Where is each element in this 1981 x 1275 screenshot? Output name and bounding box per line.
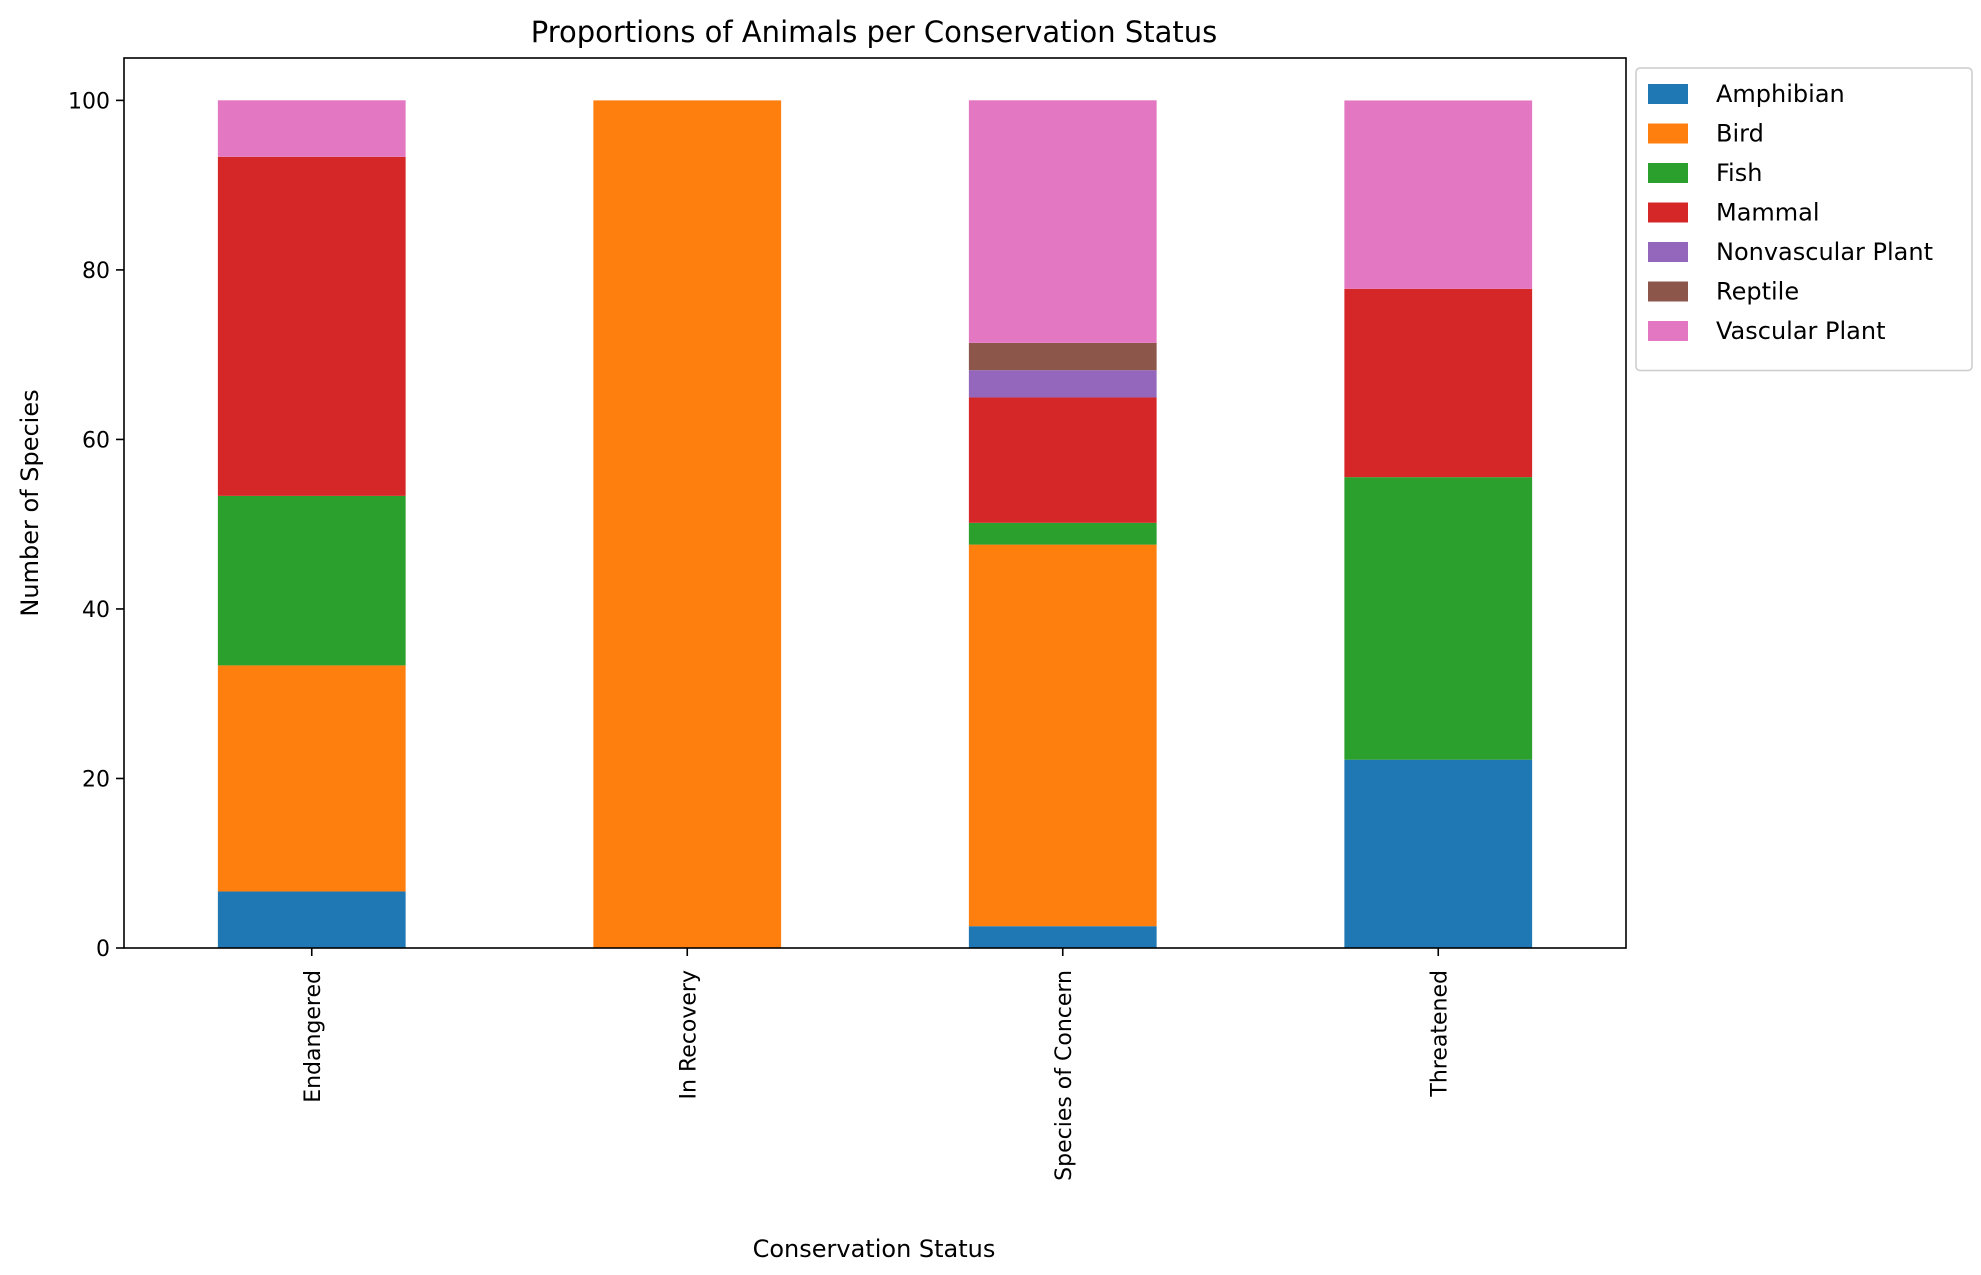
- legend-label: Bird: [1716, 120, 1764, 148]
- legend-swatch-nonvascular-plant: [1648, 242, 1688, 262]
- legend-swatch-reptile: [1648, 281, 1688, 302]
- bar-segment-bird-in-recovery: [593, 100, 782, 948]
- legend-label: Mammal: [1716, 199, 1820, 227]
- bar-segment-vascular-plant-endangered: [217, 100, 406, 157]
- y-axis: 0 20 40 60 80 100: [68, 89, 124, 962]
- x-tick-label: Endangered: [301, 970, 326, 1103]
- legend-swatch-amphibian: [1648, 84, 1688, 104]
- bar-segment-mammal-endangered: [217, 156, 406, 496]
- bar-segment-reptile-species-of-concern: [968, 342, 1157, 371]
- legend-swatch-fish: [1648, 163, 1688, 183]
- y-axis-title: Number of Species: [16, 389, 44, 616]
- bar-segment-vascular-plant-threatened: [1344, 100, 1533, 289]
- legend-label: Reptile: [1716, 278, 1799, 306]
- y-tick-label: 0: [96, 937, 110, 962]
- bar-segment-nonvascular-plant-species-of-concern: [968, 370, 1157, 398]
- legend-frame: [1635, 67, 1973, 372]
- y-tick-label: 100: [68, 89, 110, 114]
- x-axis-title: Conservation Status: [753, 1235, 996, 1263]
- x-axis: Endangered In Recovery Species of Concern T…: [301, 948, 1452, 1181]
- legend-label: Fish: [1716, 159, 1762, 187]
- bar-segment-fish-threatened: [1344, 477, 1533, 760]
- plot-frame: [123, 57, 1627, 949]
- x-tick-label: In Recovery: [676, 970, 701, 1099]
- bar-segment-amphibian-endangered: [217, 891, 406, 948]
- bar-segment-amphibian-threatened: [1344, 759, 1533, 948]
- bar-segment-fish-endangered: [217, 495, 406, 666]
- bar-segment-mammal-species-of-concern: [968, 397, 1157, 523]
- y-tick-label: 20: [82, 767, 110, 792]
- bar-segment-mammal-threatened: [1344, 288, 1533, 478]
- y-tick-label: 80: [82, 259, 110, 284]
- bars-layer: [217, 100, 1533, 948]
- bar-segment-vascular-plant-species-of-concern: [968, 100, 1157, 343]
- chart-title: Proportions of Animals per Conservation …: [531, 15, 1218, 49]
- bar-segment-fish-species-of-concern: [968, 522, 1157, 545]
- y-tick-label: 40: [82, 598, 110, 623]
- legend-label: Amphibian: [1716, 80, 1845, 108]
- legend-label: Vascular Plant: [1716, 317, 1886, 345]
- bar-segment-amphibian-species-of-concern: [968, 926, 1157, 948]
- bar-segment-bird-species-of-concern: [968, 544, 1157, 927]
- legend-swatch-vascular-plant: [1648, 321, 1688, 341]
- x-tick-label: Species of Concern: [1052, 970, 1077, 1181]
- y-tick-label: 60: [82, 428, 110, 453]
- legend-swatch-mammal: [1648, 202, 1688, 223]
- legend-label: Nonvascular Plant: [1716, 238, 1933, 266]
- legend: Amphibian Bird Fish Mammal Nonvascular Plant…: [1635, 67, 1973, 372]
- legend-swatch-bird: [1648, 123, 1688, 144]
- bar-segment-bird-endangered: [217, 665, 406, 892]
- x-tick-label: Threatened: [1427, 970, 1452, 1098]
